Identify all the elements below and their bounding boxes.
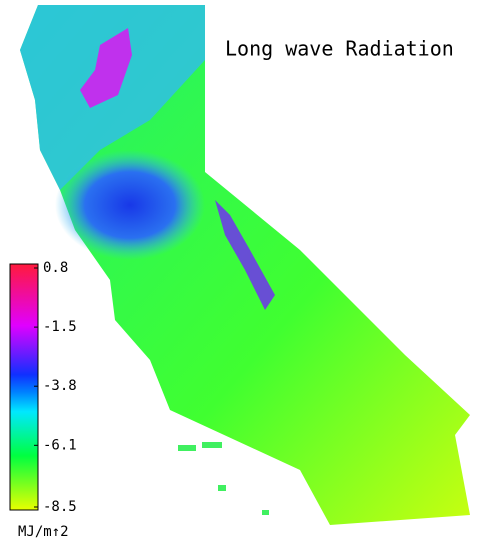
colorbar-tick-label: 0.8 xyxy=(43,260,68,276)
colorbar xyxy=(9,263,39,511)
colorbar-tick-label: -8.5 xyxy=(43,499,77,515)
colorbar-tick-label: -1.5 xyxy=(43,319,77,335)
colorbar-ticks: 0.8 -1.5 -3.8 -6.1 -8.5 xyxy=(34,260,77,515)
california xyxy=(20,5,470,525)
colorbar-unit: MJ/m↑2 xyxy=(18,524,69,540)
central-valley-cool xyxy=(55,150,205,260)
islands xyxy=(178,442,269,515)
colorbar-tick-label: -3.8 xyxy=(43,378,77,394)
colorbar-tick-label: -6.1 xyxy=(43,437,77,453)
sierra-peak xyxy=(215,200,275,310)
map-title: Long wave Radiation xyxy=(225,37,454,61)
north-peak xyxy=(80,28,132,108)
